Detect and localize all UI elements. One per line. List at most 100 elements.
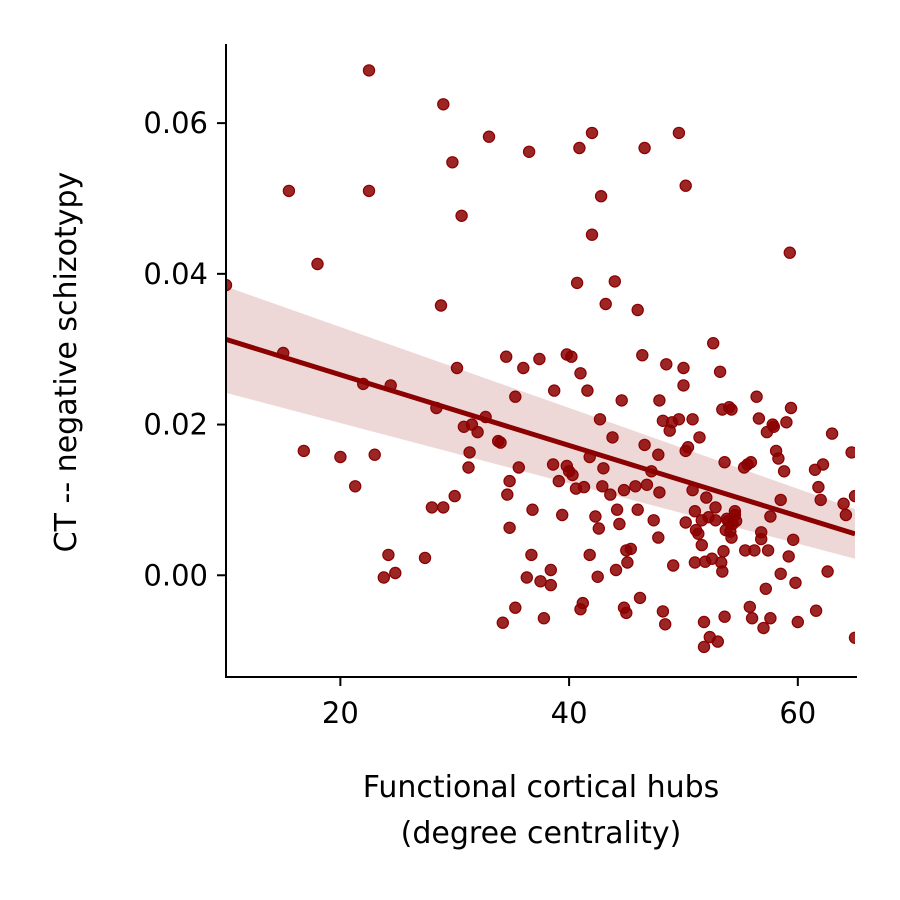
data-point xyxy=(707,337,720,350)
data-point xyxy=(825,427,839,440)
data-point xyxy=(688,556,702,569)
data-point xyxy=(631,303,644,317)
data-point xyxy=(624,542,638,556)
data-point xyxy=(446,156,459,169)
data-point xyxy=(653,394,666,407)
data-point xyxy=(597,462,610,475)
data-point xyxy=(537,612,551,625)
data-point xyxy=(692,527,705,541)
data-point xyxy=(565,350,578,363)
data-point xyxy=(636,349,649,362)
data-point xyxy=(522,145,536,158)
data-point xyxy=(752,412,766,425)
data-point xyxy=(583,548,596,562)
data-point xyxy=(695,538,709,552)
data-point xyxy=(437,501,450,514)
data-point xyxy=(748,544,761,557)
data-point xyxy=(512,461,526,474)
data-point xyxy=(226,278,233,292)
data-point xyxy=(591,570,604,584)
data-point xyxy=(362,64,376,77)
data-point xyxy=(377,571,390,584)
data-point xyxy=(577,480,591,494)
data-point xyxy=(848,489,855,503)
data-point xyxy=(509,390,522,403)
data-point xyxy=(592,522,606,535)
x-axis-title-line1: Functional cortical hubs xyxy=(363,770,720,805)
data-point xyxy=(677,379,690,392)
data-point xyxy=(686,413,699,426)
data-point xyxy=(681,441,695,454)
data-point xyxy=(638,438,651,452)
data-point xyxy=(672,126,686,140)
data-point xyxy=(653,486,666,499)
data-point xyxy=(816,458,830,471)
data-point xyxy=(697,640,711,654)
data-point xyxy=(448,489,461,503)
data-point xyxy=(713,365,727,378)
data-point xyxy=(526,503,539,516)
data-point xyxy=(709,501,722,514)
data-point xyxy=(780,416,793,429)
data-point xyxy=(845,446,855,459)
data-point xyxy=(640,478,654,491)
data-point xyxy=(767,420,781,433)
data-point xyxy=(574,367,587,380)
data-point xyxy=(660,358,673,371)
data-point xyxy=(596,480,609,493)
data-point xyxy=(743,600,757,614)
data-point xyxy=(533,352,546,366)
data-point xyxy=(544,563,558,577)
x-tick-label: 20 xyxy=(322,696,359,730)
data-point xyxy=(548,384,561,397)
data-point xyxy=(450,361,464,375)
data-point xyxy=(809,604,823,617)
data-point xyxy=(787,533,800,547)
data-point xyxy=(589,510,602,523)
data-point xyxy=(604,488,617,501)
data-point xyxy=(608,275,622,288)
data-point xyxy=(546,458,560,471)
data-point xyxy=(744,456,758,469)
data-point xyxy=(368,448,381,461)
data-point xyxy=(382,548,395,562)
data-point xyxy=(774,567,787,581)
data-point xyxy=(501,488,514,501)
data-point xyxy=(659,618,672,631)
regression-line xyxy=(226,337,855,537)
data-point xyxy=(729,514,743,528)
data-point xyxy=(613,517,626,531)
data-point xyxy=(777,465,791,478)
data-point xyxy=(594,189,608,203)
data-point xyxy=(718,456,731,469)
data-point xyxy=(697,615,711,629)
data-point xyxy=(718,610,731,623)
data-point xyxy=(494,436,507,449)
data-point xyxy=(503,474,516,488)
data-point xyxy=(745,612,759,625)
data-point xyxy=(615,394,628,407)
data-point xyxy=(700,491,713,504)
data-point xyxy=(282,184,296,198)
data-point xyxy=(693,431,706,444)
data-point xyxy=(755,532,768,546)
data-point xyxy=(525,548,538,562)
data-point xyxy=(652,531,665,544)
data-point xyxy=(837,497,850,510)
data-point xyxy=(570,276,584,290)
data-point xyxy=(688,505,702,518)
data-point xyxy=(503,521,516,535)
data-point xyxy=(757,621,770,635)
data-point xyxy=(784,401,798,415)
data-point xyxy=(462,461,475,474)
data-point xyxy=(677,361,690,375)
data-point xyxy=(418,551,432,565)
data-point xyxy=(349,480,362,493)
data-point xyxy=(617,483,631,497)
data-point xyxy=(581,384,594,397)
x-axis-title-line2: (degree centrality) xyxy=(401,816,682,851)
data-point xyxy=(585,126,599,140)
y-tick-label: 0.06 xyxy=(143,106,208,140)
data-point xyxy=(609,563,623,577)
data-point xyxy=(620,606,633,620)
